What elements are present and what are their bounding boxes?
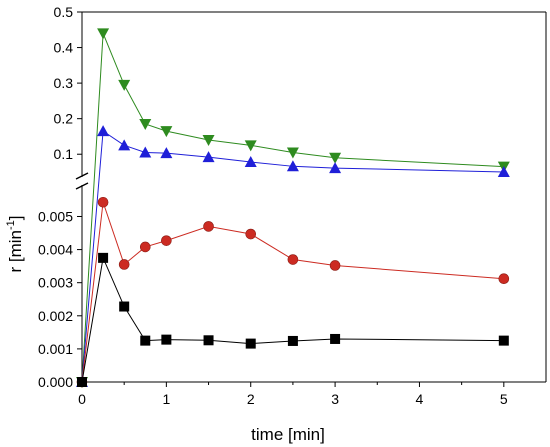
marker-triangle-up (139, 146, 152, 158)
marker-triangle-down (202, 135, 215, 146)
x-tick-label: 5 (500, 391, 508, 407)
y-tick-label-lower: 0.001 (38, 341, 73, 357)
series-line-0 (81, 33, 504, 383)
y-tick-label-lower: 0.003 (38, 275, 73, 291)
x-tick-label: 2 (247, 391, 255, 407)
marker-triangle-down (244, 140, 257, 152)
marker-square (77, 377, 87, 387)
marker-triangle-down (97, 28, 110, 40)
marker-circle (498, 273, 510, 285)
series-line-2 (81, 202, 504, 383)
marker-circle (287, 254, 299, 265)
y-tick-label-upper: 0.3 (54, 75, 74, 91)
x-axis-title: time [min] (251, 425, 325, 444)
y-tick-label-lower: 0.004 (38, 242, 73, 258)
marker-circle (118, 259, 130, 270)
y-tick-label-upper: 0.1 (54, 146, 74, 162)
marker-triangle-up (286, 160, 299, 172)
marker-circle (203, 221, 214, 232)
marker-triangle-up (497, 166, 510, 177)
y-tick-label-lower: 0.000 (38, 374, 73, 390)
y-axis-title: r [min-1] (5, 215, 25, 272)
x-tick-label: 3 (331, 391, 339, 407)
labels: 0 1 2 3 4 5 0.1 0.2 0.3 0.4 0.5 0.000 0.001 0.002 0.00… (38, 4, 508, 407)
marker-triangle-up (202, 151, 215, 163)
marker-triangle-up (118, 139, 131, 151)
y-tick-label-upper: 0.5 (54, 4, 74, 20)
marker-triangle-up (329, 162, 342, 174)
x-tick-label: 1 (162, 391, 170, 407)
marker-square (330, 333, 341, 344)
y-axis-title-close: ] (6, 215, 25, 220)
marker-circle (139, 241, 151, 253)
marker-square (287, 335, 298, 346)
x-tick-label: 4 (416, 391, 424, 407)
marker-square (98, 252, 109, 263)
marker-triangle-up (97, 125, 110, 137)
marker-circle (329, 260, 341, 271)
y-tick-label-upper: 0.2 (54, 111, 74, 127)
marker-square (119, 301, 130, 312)
series-line-1 (81, 130, 504, 383)
y-tick-label-lower: 0.005 (38, 208, 73, 224)
axes (75, 11, 547, 387)
marker-square (161, 334, 172, 345)
marker-square (245, 338, 256, 349)
marker-triangle-up (160, 147, 173, 159)
marker-triangle-down (139, 119, 152, 130)
marker-square (140, 335, 151, 346)
axis-break-mark (75, 172, 89, 180)
marker-triangle-up (244, 156, 257, 168)
axis-break-mark (75, 182, 89, 190)
marker-square (203, 335, 214, 346)
marker-circle (97, 196, 109, 208)
marker-square (498, 335, 509, 346)
series-line-3 (81, 256, 504, 383)
x-tick-label: 0 (78, 391, 86, 407)
y-axis-title-main: r [min (6, 230, 25, 273)
marker-circle (245, 228, 257, 240)
y-axis-title-sup: -1 (5, 220, 17, 230)
marker-triangle-down (286, 147, 299, 159)
marker-circle (161, 235, 172, 246)
series-layer (76, 28, 510, 388)
marker-triangle-down (160, 126, 173, 138)
y-tick-label-lower: 0.002 (38, 308, 73, 324)
marker-triangle-down (329, 152, 342, 164)
y-tick-label-upper: 0.4 (54, 40, 74, 56)
marker-triangle-down (118, 79, 131, 91)
